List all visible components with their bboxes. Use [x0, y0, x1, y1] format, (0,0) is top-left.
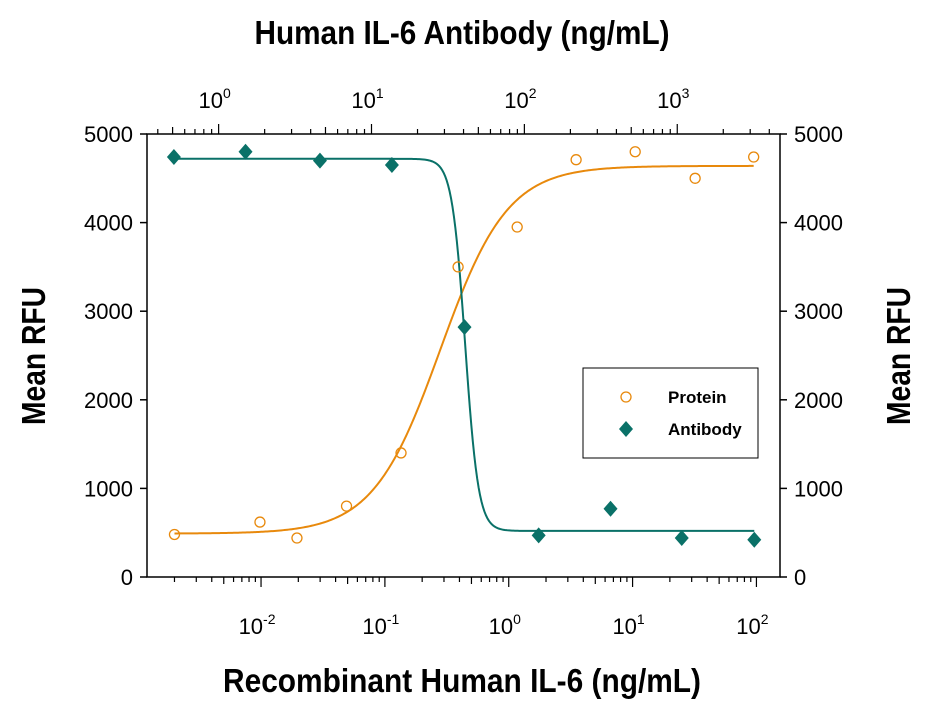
left-y-tick-label: 4000	[84, 211, 133, 236]
bottom-x-tick-label: 10-1	[362, 611, 399, 639]
antibody-data-point	[531, 527, 546, 544]
antibody-data-point	[603, 500, 618, 517]
top-axis-title: Human IL-6 Antibody (ng/mL)	[255, 14, 670, 51]
right-y-tick-label: 2000	[794, 388, 843, 413]
top-x-tick-label: 103	[657, 85, 689, 113]
left-y-tick-label: 5000	[84, 122, 133, 147]
bottom-x-tick-label: 101	[612, 611, 644, 639]
left-axis-title: Mean RFU	[15, 287, 52, 425]
plot-frame	[146, 133, 781, 578]
right-y-tick-label: 4000	[794, 211, 843, 236]
legend-marker-protein	[620, 391, 632, 403]
top-x-tick-label: 101	[351, 85, 383, 113]
bottom-x-tick-exponent: -2	[263, 611, 276, 627]
bottom-x-tick-label: 100	[489, 611, 521, 639]
bottom-x-tick-label: 102	[736, 611, 768, 639]
legend-label-antibody: Antibody	[668, 420, 742, 439]
protein-data-point	[689, 172, 701, 184]
bottom-x-tick-exponent: -1	[387, 611, 400, 627]
protein-data-point	[395, 447, 407, 459]
protein-data-point	[168, 528, 181, 541]
right-y-tick-label: 5000	[794, 122, 843, 147]
left-y-tick-label: 3000	[84, 299, 133, 324]
antibody-data-point	[238, 143, 253, 160]
legend: Protein Antibody	[582, 367, 759, 459]
top-x-tick-label: 100	[198, 85, 230, 113]
antibody-data-point	[166, 149, 181, 166]
bottom-x-tick-exponent: 2	[761, 611, 769, 627]
antibody-data-point	[674, 530, 689, 547]
bottom-x-tick-exponent: 1	[637, 611, 645, 627]
protein-data-point	[291, 532, 303, 544]
bottom-x-tick-label: 10-2	[239, 611, 276, 639]
antibody-fit-curve	[173, 157, 755, 532]
top-x-tick-exponent: 1	[376, 85, 384, 101]
protein-data-point	[254, 516, 266, 528]
right-y-tick-label: 0	[794, 565, 806, 590]
protein-fit-curve	[174, 164, 754, 535]
protein-data-point	[340, 500, 353, 512]
antibody-data-point	[384, 157, 399, 174]
legend-label-protein: Protein	[668, 388, 727, 407]
right-y-tick-label: 1000	[794, 476, 843, 501]
bottom-axis-title: Recombinant Human IL-6 (ng/mL)	[223, 662, 701, 699]
top-x-tick-exponent: 0	[223, 85, 231, 101]
protein-data-point	[570, 154, 582, 166]
antibody-data-point	[747, 531, 762, 548]
top-x-tick-label: 102	[504, 85, 536, 113]
antibody-data-point	[457, 319, 472, 336]
left-y-tick-label: 0	[121, 565, 133, 590]
left-y-tick-label: 1000	[84, 476, 133, 501]
protein-data-point	[511, 221, 523, 233]
protein-data-point	[748, 151, 760, 163]
top-x-tick-exponent: 2	[529, 85, 537, 101]
right-y-tick-label: 3000	[794, 299, 843, 324]
right-axis-title: Mean RFU	[880, 287, 917, 425]
left-y-tick-label: 2000	[84, 388, 133, 413]
bottom-x-tick-exponent: 0	[513, 611, 521, 627]
top-x-tick-exponent: 3	[682, 85, 690, 101]
legend-marker-antibody	[619, 421, 633, 437]
protein-data-point	[452, 261, 464, 273]
antibody-data-point	[312, 152, 327, 169]
protein-data-point	[629, 146, 641, 158]
legend-box	[582, 367, 759, 459]
